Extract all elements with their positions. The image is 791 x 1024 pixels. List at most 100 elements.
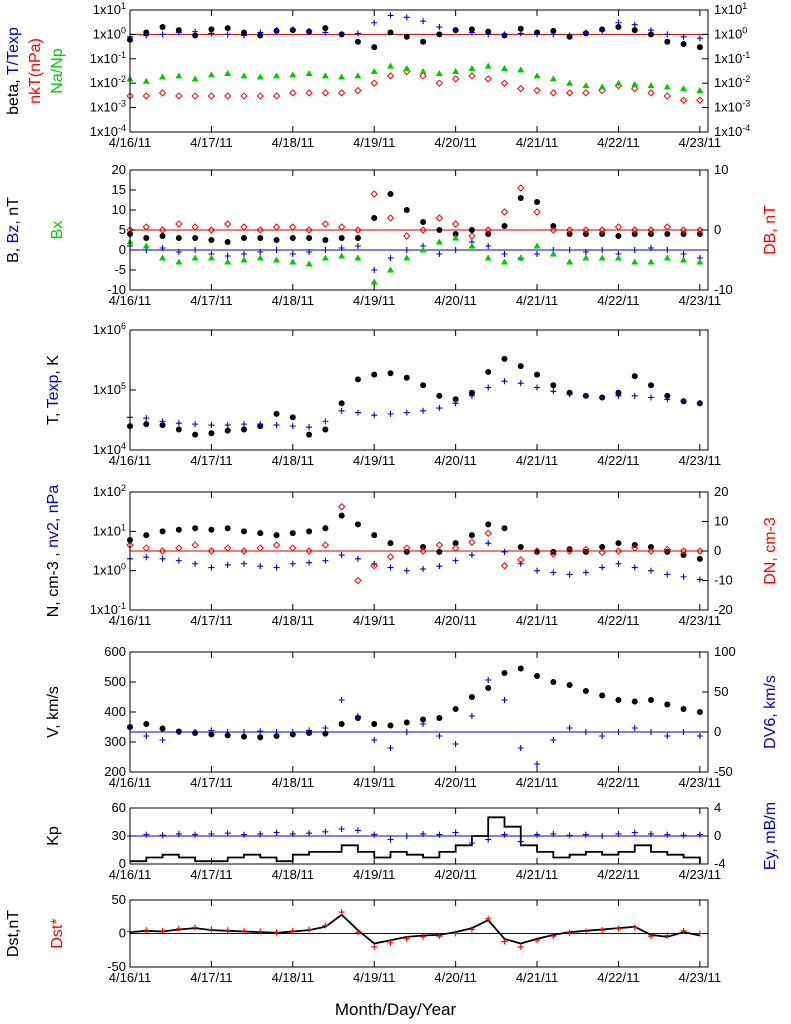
panel-5-x-tick-label: 4/23/11 (679, 775, 721, 790)
panel-1-t_texp-point (550, 31, 557, 38)
panel-3-Texp-point (420, 407, 427, 414)
panel-4-DN-point (337, 503, 346, 511)
panel-3-T-point (485, 368, 492, 375)
panel-4-DN-point (370, 562, 378, 570)
panel-4-N-point (371, 532, 378, 539)
panel-3-Texp-point (143, 415, 150, 422)
panel-1-y2-tick-label: 1x100 (714, 25, 747, 41)
panel-1-nkt-point (240, 92, 248, 100)
panel-1-na_np-point (452, 68, 460, 75)
panel-4-N-point (517, 543, 524, 550)
panel-2-Bz-point (354, 243, 361, 249)
panel-7-Dst_star-point (664, 932, 671, 939)
panel-4-nv2-point (436, 563, 443, 570)
panel-7-x-tick-label: 4/18/11 (272, 970, 314, 985)
panel-1-na_np-point (663, 83, 671, 90)
panel-1-y-tick-label: 1x10-4 (90, 123, 126, 139)
panel-5-V-point (420, 716, 427, 723)
panel-6-Ey-point (208, 830, 215, 837)
panel-4-nv2-point (289, 560, 296, 567)
panel-1-t_texp-point (452, 27, 459, 34)
panel-1-nkt-point (468, 72, 476, 80)
panel-5-DV6-point (582, 729, 589, 735)
panel-1-x-tick-label: 4/18/11 (272, 135, 314, 150)
panel-5-V-point (566, 682, 573, 688)
panel-2-Bz-point (599, 247, 606, 253)
panel-6-Kp-line (130, 816, 701, 864)
panel-1-x-tick-label: 4/17/11 (190, 135, 232, 150)
panel-7-Dst_star-point (240, 927, 247, 934)
panel-2-B-point (371, 215, 378, 221)
panel-1-y-label: beta, T/Texp (5, 27, 22, 115)
panel-2-DB-point (386, 214, 395, 222)
panel-6-Ey-point (436, 831, 443, 838)
panel-4-x-tick-label: 4/19/11 (353, 613, 395, 628)
panel-2-Bz-point (648, 245, 655, 251)
panel-2-Bz-point (452, 247, 459, 253)
panel-4-x-tick-label: 4/17/11 (190, 613, 232, 628)
panel-4-DN-point (549, 550, 558, 558)
panel-3-T-point (615, 389, 622, 396)
panel-1-t_texp-point (322, 29, 329, 36)
panel-6-Ey-point (306, 830, 313, 837)
panel-5-DV6-point (175, 729, 182, 735)
panel-1-nkt-point (370, 79, 378, 87)
panel-3-Texp-point (615, 392, 622, 399)
panel-3-y-tick-label: 1x105 (93, 381, 126, 397)
panel-1-na_np-point (517, 66, 525, 73)
panel-4-N-point (257, 530, 264, 537)
panel-2-DB-point (191, 223, 199, 231)
panel-7-Dst_star-point (224, 927, 231, 934)
panel-1-na_np-point (338, 73, 346, 80)
panel-2-DB-point (663, 223, 672, 231)
panel-7-Dst_star-point (208, 926, 215, 933)
panel-3-Texp-point (175, 420, 182, 427)
panel-4-nv2-point (240, 560, 247, 567)
panel-2-B-point (175, 235, 182, 241)
panel-1-na_np-point (387, 62, 395, 69)
panel-4-DN-point (468, 538, 476, 546)
panel-3-frame (129, 329, 709, 451)
panel-7-Dst_star-point (143, 927, 150, 934)
panel-5-x-tick-label: 4/19/11 (353, 775, 395, 790)
panel-5-DV6-point (648, 729, 655, 735)
panel-4-N-point (468, 532, 475, 539)
panel-2-Bz-point (566, 247, 573, 253)
panel-4-DN-point (484, 529, 492, 538)
panel-1-t_texp-point (387, 12, 394, 19)
panel-2-Bz-point (175, 249, 182, 255)
panel-6-x-tick-label: 4/23/11 (679, 867, 721, 882)
panel-3-Texp-point (436, 405, 443, 412)
panel-2-Bz-point (485, 243, 492, 249)
panel-1-y-tick-label: 1x101 (93, 1, 126, 17)
panel-5-V-point (452, 706, 459, 712)
panel-2-B-point (485, 231, 492, 237)
panel-4-nv2-point (175, 557, 182, 564)
panel-5-x-tick-label: 4/16/11 (109, 775, 151, 790)
panel-7-Dst_star-point (257, 928, 264, 935)
panel-7-Dst_star-point (354, 929, 361, 936)
panel-2-DB-point (517, 184, 525, 192)
panel-7-Dst_star-point (615, 925, 622, 932)
panel-7-Dst_star-point (696, 930, 703, 937)
panel-3-Texp-point (403, 409, 410, 416)
panel-5-V-point (403, 719, 410, 726)
panel-3-y-tick-label: 1x104 (93, 441, 126, 457)
panel-2-Bx-point (419, 246, 427, 253)
panel-1-beta-point (159, 24, 166, 31)
panel-7-x-tick-label: 4/23/11 (679, 970, 721, 985)
panel-5-x-tick-label: 4/17/11 (190, 775, 232, 790)
panel-4-x-tick-label: 4/18/11 (272, 613, 314, 628)
panel-1-nkt-point (289, 89, 297, 97)
panel-7-Dst_star-point (338, 909, 345, 916)
panel-6-Ey-point (159, 832, 166, 839)
panel-2-y-tick-label: 20 (112, 162, 126, 177)
panel-2-B-point (403, 207, 410, 213)
panel-5-DV6-point (371, 737, 378, 743)
panel-7-y-tick-label: 50 (112, 892, 126, 907)
panel-6-Ey-point (403, 833, 410, 839)
panel-3-T-point (664, 392, 671, 399)
panel-6-y-tick-label: 0 (119, 856, 126, 871)
panel-2-DB-point (419, 226, 427, 234)
panel-2-Bz-point (240, 251, 247, 257)
